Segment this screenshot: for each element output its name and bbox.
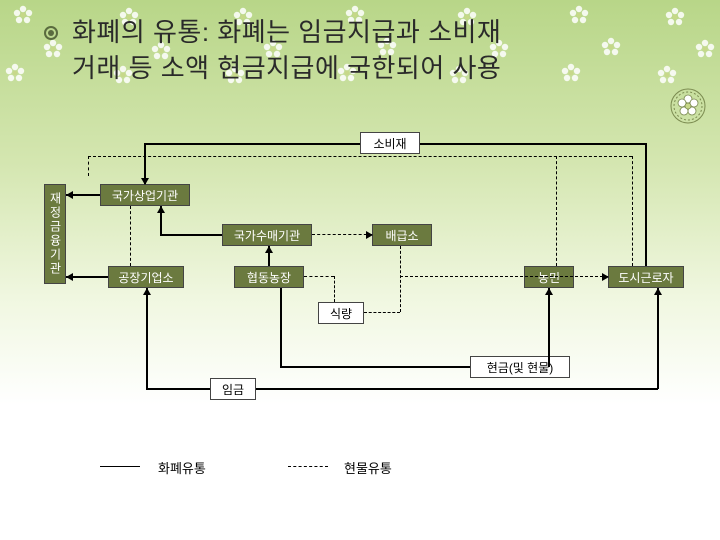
node-wage: 임금: [210, 378, 256, 400]
node-state-procurement: 국가수매기관: [222, 224, 312, 246]
arrow-icon: [265, 246, 273, 253]
node-cash-and-kind: 현금(및 현물): [470, 356, 570, 378]
flower-icon: [694, 38, 716, 60]
node-urban-worker: 도시근로자: [608, 266, 684, 288]
title-line1: 화폐의 유통: 화폐는 임금지급과 소비재: [72, 17, 501, 47]
legend-goods-flow: 현물유통: [344, 458, 392, 477]
arrow-icon: [143, 288, 151, 295]
edge: [645, 143, 647, 266]
edge: [256, 388, 658, 390]
node-state-commerce: 국가상업기관: [100, 184, 190, 206]
node-farmer: 농민: [524, 266, 574, 288]
arrow-icon: [66, 273, 73, 281]
arrow-icon: [157, 206, 165, 213]
edge-dash: [304, 276, 334, 277]
flower-icon: [12, 4, 34, 26]
node-consumer-goods: 소비재: [360, 132, 420, 154]
edge: [280, 366, 470, 368]
edge-dash: [312, 234, 372, 235]
node-coop-farm: 협동농장: [234, 266, 304, 288]
arrow-icon: [66, 191, 73, 199]
decorative-medallion: [670, 88, 706, 124]
edge: [160, 234, 222, 236]
edge-dash: [400, 276, 608, 277]
flower-icon: [4, 62, 26, 84]
edge-dash: [88, 156, 89, 176]
edge: [420, 143, 646, 145]
arrow-icon: [545, 288, 553, 295]
edge-dash: [632, 156, 633, 266]
flower-icon: [664, 6, 686, 28]
flower-icon: [560, 62, 582, 84]
node-food: 식량: [318, 302, 364, 324]
title-line2: 거래 등 소액 현금지급에 국한되어 사용: [72, 53, 501, 83]
page-title: 화폐의 유통: 화폐는 임금지급과 소비재 거래 등 소액 현금지급에 국한되어…: [72, 14, 501, 87]
edge-dash: [364, 312, 400, 313]
node-distribution: 배급소: [372, 224, 432, 246]
edge: [548, 288, 550, 367]
edge-dash: [88, 156, 632, 157]
flower-icon: [568, 4, 590, 26]
legend-dashed-line: [288, 466, 328, 467]
arrow-icon: [654, 288, 662, 295]
legend-money-flow: 화폐유통: [158, 458, 206, 477]
arrow-icon: [602, 273, 609, 281]
flower-icon: [600, 36, 622, 58]
node-finance-agency: 재정금융기관: [44, 184, 66, 284]
title-bullet: [44, 26, 58, 40]
edge: [146, 388, 210, 390]
edge: [657, 288, 659, 389]
edge-dash: [400, 246, 401, 312]
edge: [146, 288, 148, 388]
edge-dash: [556, 156, 557, 266]
edge-dash: [130, 206, 131, 266]
arrow-icon: [366, 231, 373, 239]
arrow-icon: [141, 178, 149, 185]
flower-icon: [656, 64, 678, 86]
edge: [144, 143, 360, 145]
flow-diagram: 소비재 재정금융기관 국가상업기관 국가수매기관 배급소 공장기업소 협동농장 …: [0, 120, 720, 520]
edge: [280, 288, 282, 366]
node-factory: 공장기업소: [108, 266, 184, 288]
flower-icon: [42, 38, 64, 60]
legend-solid-line: [100, 466, 140, 467]
edge-dash: [334, 276, 335, 302]
